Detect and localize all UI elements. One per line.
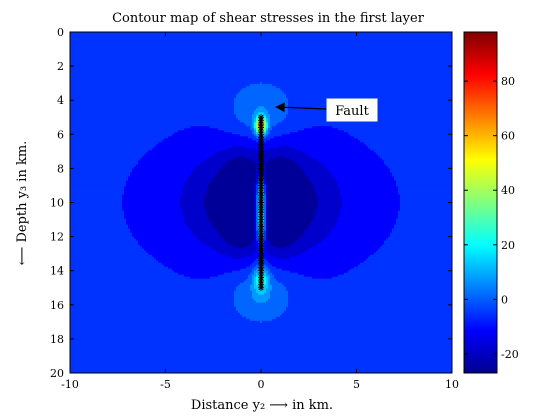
chart-title: Contour map of shear stresses in the fir…	[112, 11, 425, 26]
